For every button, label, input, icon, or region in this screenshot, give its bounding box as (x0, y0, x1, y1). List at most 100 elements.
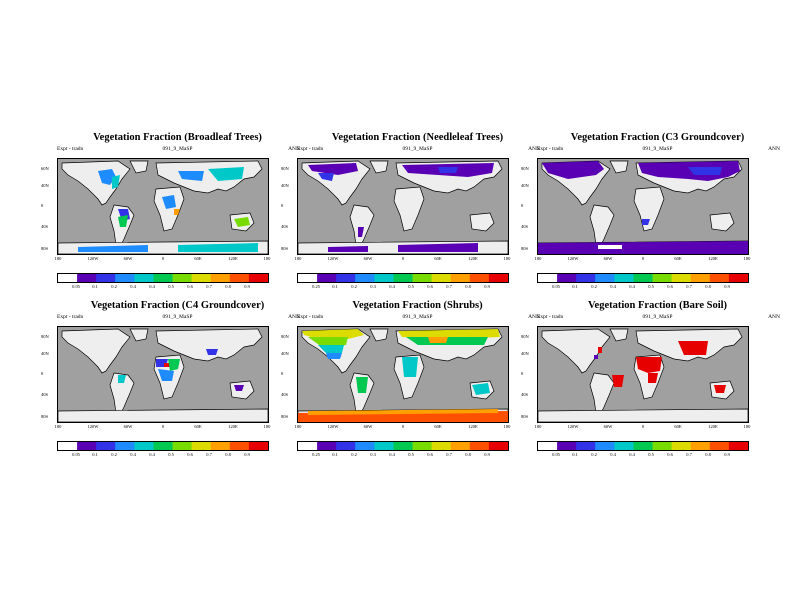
greenland (609, 160, 629, 174)
colorbar-swatch (595, 274, 615, 282)
north-america (61, 328, 131, 374)
south-america (589, 204, 615, 248)
colorbar-swatch (557, 442, 577, 450)
colorbar-label: 0.4 (629, 452, 635, 457)
colorbar-swatch (488, 274, 508, 282)
colorbar-svg (298, 274, 508, 282)
north-america (541, 328, 611, 374)
colorbar-swatch (96, 442, 116, 450)
colorbar-swatch (431, 274, 452, 282)
veg-patch (168, 359, 180, 371)
colorbar-swatch (538, 442, 558, 450)
colorbar-swatch (248, 274, 268, 282)
colorbar-label: 0.4 (130, 284, 136, 289)
colorbar-swatch (298, 442, 318, 450)
colorbar (537, 273, 749, 283)
colorbar (57, 273, 269, 283)
panel-title: Vegetation Fraction (Bare Soil) (587, 300, 728, 311)
colorbar-label: 0.2 (591, 284, 597, 289)
colorbar-label: 0.9 (484, 452, 490, 457)
lon-label: 120E (708, 256, 718, 261)
veg-patch (598, 347, 602, 353)
map-svg (298, 160, 508, 254)
vegetation (308, 163, 494, 252)
lat-label: 80N (281, 334, 289, 339)
map-needleleaf-trees (297, 158, 509, 255)
colorbar-label: 0.8 (705, 284, 711, 289)
map-svg (298, 328, 508, 422)
lon-label: 60E (194, 256, 202, 261)
veg-patch (356, 377, 368, 393)
map-c4-groundcover (57, 326, 269, 423)
colorbar-label: 0.3 (370, 452, 376, 457)
colorbar-label: 0.6 (667, 452, 673, 457)
colorbar-swatch (172, 442, 192, 450)
veg-patch (308, 163, 358, 175)
colorbar-swatch (153, 274, 173, 282)
colorbar-swatch (229, 274, 250, 282)
colorbar-svg (538, 442, 748, 450)
expt-label: Expt - tradn (297, 314, 324, 320)
colorbar-swatch (614, 274, 634, 282)
colorbar-label: 0.1 (332, 452, 338, 457)
season-label: ANN (528, 146, 540, 152)
africa (393, 186, 425, 232)
veg-patch (598, 245, 622, 249)
colorbar-label: 0.5 (648, 284, 654, 289)
colorbar-label: 0.5 (408, 284, 414, 289)
colorbar-label: 0.7 (206, 452, 212, 457)
map-svg (538, 328, 748, 422)
colorbar-label: 0.6 (187, 284, 193, 289)
colorbar-label: 0.25 (312, 452, 320, 457)
veg-patch (174, 209, 180, 215)
lat-label: 40S (521, 392, 529, 397)
lon-label: 0 (401, 256, 405, 261)
colorbar-swatch (191, 442, 212, 450)
season-label: ANN (768, 314, 780, 320)
lat-label: 40N (521, 183, 529, 188)
colorbar-label: 0.8 (705, 452, 711, 457)
veg-patch (328, 246, 368, 252)
colorbar-swatch (153, 442, 173, 450)
lon-label: 60W (363, 256, 373, 261)
veg-patch (234, 217, 250, 227)
lat-label: 40S (281, 392, 289, 397)
vegetation (298, 329, 508, 422)
veg-patch (178, 243, 258, 252)
colorbar-label: 0.05 (72, 452, 80, 457)
colorbar-label: 0.4 (610, 284, 616, 289)
panel-broadleaf-trees: Vegetation Fraction (Broadleaf Trees) Ex… (41, 132, 300, 322)
greenland (609, 328, 629, 342)
colorbar-swatch (576, 442, 596, 450)
colorbar-label: 0.4 (149, 284, 155, 289)
vegetation (78, 167, 258, 252)
lat-label: 40N (41, 351, 49, 356)
colorbar-swatch (671, 274, 692, 282)
colorbar-swatch (229, 442, 250, 450)
veg-patch (326, 353, 342, 359)
colorbar-swatch (469, 442, 490, 450)
lon-label: 120E (468, 424, 478, 429)
colorbar-swatch (374, 442, 394, 450)
lon-label: 180 (743, 256, 751, 261)
lat-label: 80S (41, 414, 49, 419)
colorbar-swatch (134, 274, 154, 282)
colorbar-label: 0.8 (225, 452, 231, 457)
panel-title: Vegetation Fraction (Broadleaf Trees) (93, 132, 262, 143)
veg-patch (636, 357, 662, 373)
colorbar-swatch (469, 274, 490, 282)
lat-label: 40S (281, 224, 289, 229)
land (538, 328, 748, 422)
colorbar-svg (58, 442, 268, 450)
colorbar-label: 0.9 (724, 452, 730, 457)
vegetation (118, 349, 244, 391)
expt-label: Expt - tradn (57, 314, 84, 320)
colorbar (57, 441, 269, 451)
panel-needleleaf-trees: Vegetation Fraction (Needleleaf Trees) E… (281, 132, 540, 322)
veg-patch (714, 385, 726, 393)
colorbar-label: 0.4 (389, 284, 395, 289)
expt-label: Expt - tradn (57, 146, 84, 152)
colorbar-label: 0.8 (465, 284, 471, 289)
expt-label: Expt - tradn (537, 146, 564, 152)
colorbar-label: 0.4 (149, 452, 155, 457)
